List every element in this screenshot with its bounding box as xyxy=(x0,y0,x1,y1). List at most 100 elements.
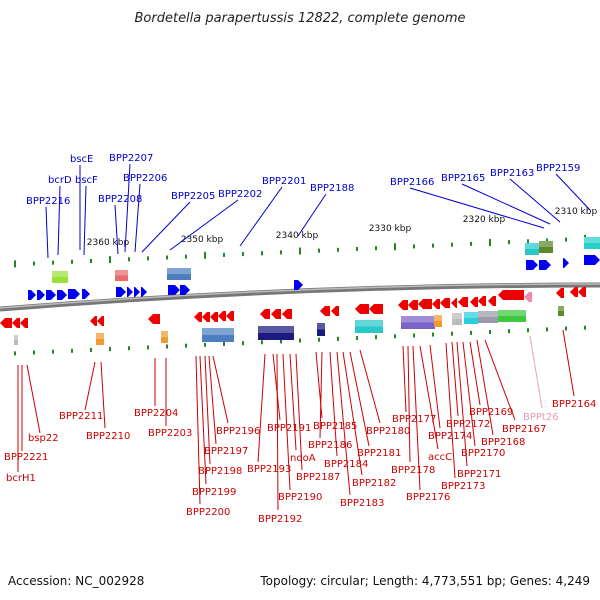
tick-mark xyxy=(394,243,396,251)
feature-block-shine xyxy=(115,270,128,276)
gene-label[interactable]: BPP2185 xyxy=(313,421,357,432)
tick-mark xyxy=(147,256,149,261)
feature-block-shine xyxy=(584,237,600,243)
gene-label[interactable]: BPP2205 xyxy=(171,191,215,202)
gene-arrow xyxy=(556,288,564,298)
gene-arrow xyxy=(440,298,450,308)
feature-block-shine xyxy=(498,310,526,316)
feature-block xyxy=(401,316,435,329)
gene-label[interactable]: BPP2207 xyxy=(109,153,153,164)
gene-label[interactable]: BPP2184 xyxy=(324,459,368,470)
gene-label[interactable]: BPP2171 xyxy=(457,469,501,480)
tick-mark xyxy=(432,332,434,337)
tick-mark xyxy=(280,250,282,255)
gene-label[interactable]: BPP2164 xyxy=(552,399,596,410)
feature-block xyxy=(96,333,104,345)
leader-line xyxy=(141,201,191,253)
gene-label[interactable]: BPP2174 xyxy=(428,431,472,442)
gene-arrow xyxy=(478,296,486,306)
gene-label[interactable]: BPP2186 xyxy=(308,440,352,451)
gene-label[interactable]: BPP2163 xyxy=(490,168,534,179)
gene-label[interactable]: BPPt26 xyxy=(523,412,559,423)
genome-backbone-highlight xyxy=(0,283,600,309)
gene-label[interactable]: BPP2197 xyxy=(204,446,248,457)
tick-mark xyxy=(33,350,35,355)
gene-arrow xyxy=(194,312,202,322)
gene-label[interactable]: BPP2172 xyxy=(446,419,490,430)
gene-label[interactable]: BPP2169 xyxy=(469,407,513,418)
gene-label[interactable]: BPP2202 xyxy=(218,189,262,200)
gene-arrow xyxy=(451,298,457,308)
gene-label[interactable]: BPP2182 xyxy=(352,478,396,489)
gene-label[interactable]: BPP2183 xyxy=(340,498,384,509)
gene-label[interactable]: BPP2206 xyxy=(123,173,167,184)
map-title: Bordetella parapertussis 12822, complete… xyxy=(135,11,466,26)
gene-label[interactable]: bscF xyxy=(75,175,98,186)
gene-label[interactable]: BPP2181 xyxy=(357,448,401,459)
leader-line xyxy=(451,341,459,417)
gene-label[interactable]: BPP2193 xyxy=(247,464,291,475)
gene-arrow xyxy=(28,290,36,300)
gene-label[interactable]: BPP2211 xyxy=(59,411,103,422)
gene-label[interactable]: BPP2177 xyxy=(392,414,436,425)
tick-mark xyxy=(204,251,206,259)
gene-label[interactable]: BPP2176 xyxy=(406,492,450,503)
leader-line xyxy=(195,355,201,505)
gene-label[interactable]: BPP2167 xyxy=(502,424,546,435)
gene-label[interactable]: BPP2221 xyxy=(4,452,48,463)
gene-label[interactable]: BPP2204 xyxy=(134,408,178,419)
tick-marks xyxy=(14,234,586,356)
tick-mark xyxy=(52,349,54,354)
gene-label[interactable]: BPP2166 xyxy=(390,177,434,188)
gene-label[interactable]: BPP2173 xyxy=(441,481,485,492)
gene-label[interactable]: BPP2187 xyxy=(296,472,340,483)
gene-label[interactable]: BPP2196 xyxy=(216,426,260,437)
gene-label[interactable]: BPP2201 xyxy=(262,176,306,187)
feature-block-shine xyxy=(96,333,104,339)
gene-label[interactable]: BPP2165 xyxy=(441,173,485,184)
gene-label[interactable]: BPP2198 xyxy=(198,466,242,477)
gene-label[interactable]: ndoA xyxy=(290,453,316,464)
gene-arrow xyxy=(57,290,67,300)
feature-blocks xyxy=(14,237,600,345)
gene-label[interactable]: BPP2190 xyxy=(278,492,322,503)
gene-label[interactable]: BPP2203 xyxy=(148,428,192,439)
gene-label[interactable]: BPP2200 xyxy=(186,507,230,518)
tick-mark xyxy=(109,347,111,352)
gene-label[interactable]: BPP2178 xyxy=(391,465,435,476)
gene-label[interactable]: BPP2210 xyxy=(86,431,130,442)
gene-label[interactable]: bscE xyxy=(70,154,93,165)
gene-arrow xyxy=(127,287,133,297)
gene-label[interactable]: BPP2208 xyxy=(98,194,142,205)
gene-label[interactable]: bsp22 xyxy=(28,433,59,444)
tick-mark xyxy=(299,247,301,255)
gene-label[interactable]: BPP2192 xyxy=(258,514,302,525)
gene-label[interactable]: bcrH1 xyxy=(6,473,36,484)
gene-label[interactable]: BPP2180 xyxy=(366,426,410,437)
gene-label[interactable]: BPP2216 xyxy=(26,196,70,207)
gene-arrow xyxy=(260,309,270,319)
gene-arrow xyxy=(418,299,432,309)
feature-block-shine xyxy=(539,241,553,247)
leader-line xyxy=(476,339,494,436)
feature-block xyxy=(167,268,191,280)
gene-label[interactable]: BPP2188 xyxy=(310,183,354,194)
gene-arrow xyxy=(355,304,369,314)
gene-label[interactable]: BPP2199 xyxy=(192,487,236,498)
gene-label[interactable]: BPP2159 xyxy=(536,163,580,174)
gene-arrow xyxy=(570,287,578,297)
feature-block-shine xyxy=(202,328,234,335)
tick-mark xyxy=(432,243,434,248)
forward-labels: bscE bcrD bscF BPP2216 BPP2207 BPP2206 B… xyxy=(26,153,580,207)
gene-label[interactable]: accC xyxy=(428,452,452,463)
gene-label[interactable]: bcrD xyxy=(48,175,72,186)
feature-block-shine xyxy=(478,311,498,317)
gene-label[interactable]: BPP2191 xyxy=(267,423,311,434)
gene-label[interactable]: BPP2168 xyxy=(481,437,525,448)
tick-mark xyxy=(375,335,377,340)
genome-backbone xyxy=(0,282,600,312)
feature-block xyxy=(558,306,564,316)
tick-mark xyxy=(470,330,472,335)
gene-label[interactable]: BPP2170 xyxy=(461,448,505,459)
leader-line xyxy=(555,173,591,211)
